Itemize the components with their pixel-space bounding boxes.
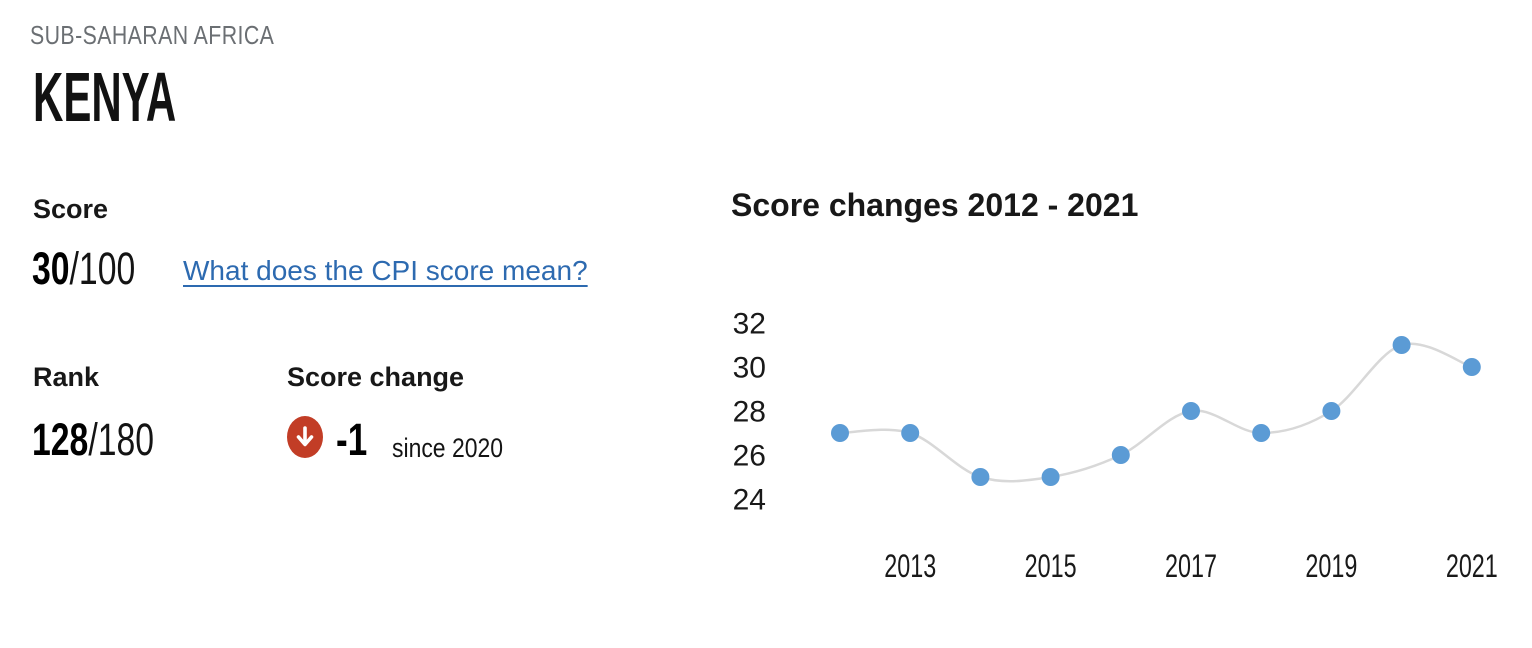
chart-point-2017[interactable] bbox=[1182, 402, 1200, 420]
x-tick-label: 2015 bbox=[1025, 548, 1077, 583]
rank-denominator: /180 bbox=[88, 414, 155, 465]
score-trend-chart: 32 30 28 26 24 2013 2015 2017 2019 2021 bbox=[733, 308, 1498, 584]
chart-point-2012[interactable] bbox=[831, 424, 849, 442]
rank-value-group: 128/180 bbox=[32, 417, 154, 462]
country-title: KENYA bbox=[33, 58, 177, 136]
chart-point-2020[interactable] bbox=[1392, 336, 1411, 354]
y-tick-label: 28 bbox=[733, 396, 766, 429]
y-tick-label: 30 bbox=[733, 352, 766, 385]
chart-line bbox=[839, 342, 1473, 483]
chart-point-2021[interactable] bbox=[1462, 358, 1481, 376]
x-tick-label: 2021 bbox=[1446, 548, 1498, 583]
x-tick-label: 2017 bbox=[1165, 548, 1217, 583]
score-label: Score bbox=[33, 194, 109, 224]
chart-point-2018[interactable] bbox=[1252, 424, 1271, 442]
score-value: 30 bbox=[32, 243, 70, 294]
score-change-label: Score change bbox=[287, 362, 465, 392]
y-tick-label: 32 bbox=[733, 308, 766, 341]
y-tick-label: 26 bbox=[733, 440, 766, 473]
score-change-delta: -1 bbox=[336, 414, 368, 465]
score-denominator: /100 bbox=[69, 243, 136, 294]
region-label: SUB-SAHARAN AFRICA bbox=[30, 20, 275, 50]
chart-point-2016[interactable] bbox=[1111, 446, 1130, 464]
chart-point-2015[interactable] bbox=[1041, 468, 1060, 486]
rank-value: 128 bbox=[32, 414, 89, 465]
chart-point-2019[interactable] bbox=[1322, 402, 1341, 420]
down-arrow-icon bbox=[296, 426, 314, 447]
x-tick-label: 2019 bbox=[1305, 548, 1357, 583]
x-tick-label: 2013 bbox=[884, 548, 936, 583]
score-value-group: 30/100 bbox=[32, 246, 135, 291]
y-tick-label: 24 bbox=[733, 484, 766, 517]
score-change-caption: since 2020 bbox=[392, 433, 504, 463]
rank-label: Rank bbox=[33, 362, 100, 392]
score-change-badge bbox=[287, 416, 323, 458]
chart-point-2014[interactable] bbox=[971, 468, 990, 486]
chart-title: Score changes 2012 - 2021 bbox=[731, 187, 1139, 223]
chart-point-2013[interactable] bbox=[901, 424, 920, 442]
cpi-score-link[interactable]: What does the CPI score mean? bbox=[183, 255, 588, 286]
